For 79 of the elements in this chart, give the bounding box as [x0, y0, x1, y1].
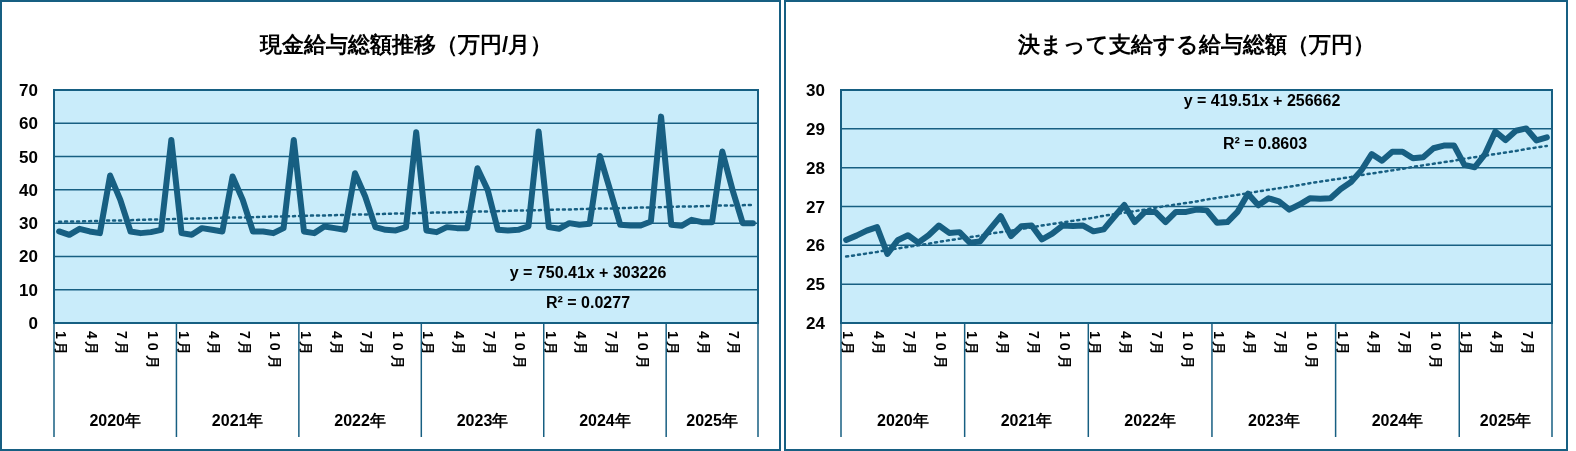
x-tick-label: 1月: [53, 331, 70, 357]
text: 2021年: [211, 412, 264, 429]
x-tick-label: 7月: [359, 331, 376, 357]
x-tick-label: 1月: [1334, 331, 1351, 357]
x-tick-label: 10月: [267, 331, 284, 373]
chart-title: 決まって支給する給与総額（万円）: [1017, 32, 1375, 57]
x-tick-label: 10月: [389, 331, 406, 373]
y-tick-label: 30: [806, 81, 825, 100]
text: 2023年: [1247, 412, 1300, 429]
x-tick-label: 1月: [1211, 331, 1228, 357]
x-tick-label: 4月: [573, 331, 590, 357]
text: 2021年: [1000, 412, 1053, 429]
text: 2025年: [1479, 412, 1532, 429]
y-tick-label: 10: [19, 280, 38, 300]
x-tick-label: 7月: [1272, 331, 1289, 357]
annotation: R² = 0.8603: [1222, 135, 1308, 152]
chart-title: 現金給与総額推移（万円/月）: [258, 32, 553, 57]
x-tick-label: 4月: [83, 331, 100, 357]
x-tick-label: 4月: [1365, 331, 1382, 357]
x-tick-label: 4月: [994, 331, 1011, 357]
y-tick-label: 26: [806, 236, 825, 256]
y-tick-label: 60: [19, 114, 38, 134]
y-tick-label: 27: [806, 197, 825, 217]
x-tick-label: 4月: [695, 331, 712, 357]
y-tick-label: 28: [806, 158, 825, 178]
y-tick-label: 25: [806, 275, 825, 295]
y-tick-label: 40: [19, 180, 38, 200]
y-tick-label: 30: [19, 214, 38, 234]
x-tick-label: 4月: [206, 331, 223, 357]
x-tick-label: 7月: [1396, 331, 1413, 357]
x-tick-label: 4月: [1489, 331, 1506, 357]
x-tick-label: 7月: [604, 331, 621, 357]
x-tick-label: 1月: [963, 331, 980, 357]
x-tick-label: 10月: [1303, 331, 1320, 373]
y-tick-label: 29: [806, 119, 825, 139]
x-tick-label: 4月: [328, 331, 345, 357]
x-tick-label: 4月: [1242, 331, 1259, 357]
x-tick-label: 7月: [1520, 331, 1537, 357]
text: 2023年: [456, 412, 509, 429]
text: 2024年: [579, 412, 631, 429]
x-tick-label: 7月: [726, 331, 743, 357]
x-tick-label: 7月: [1149, 331, 1166, 357]
x-tick-label: 4月: [871, 331, 888, 357]
y-tick-label: 20: [19, 247, 38, 267]
annotation: y = 419.51x + 256662: [1183, 92, 1341, 109]
x-tick-label: 7月: [114, 331, 131, 357]
text: 2020年: [89, 412, 142, 429]
y-tick-label: 70: [19, 81, 38, 100]
x-tick-label: 1月: [1458, 331, 1475, 357]
x-tick-label: 7月: [481, 331, 498, 357]
annotation: y = 750.41x + 303226: [509, 264, 667, 281]
text: 2024年: [1371, 412, 1424, 429]
x-tick-label: 10月: [932, 331, 949, 373]
y-tick-label: 24: [806, 314, 826, 333]
y-tick-label: 0: [28, 314, 38, 333]
x-tick-label: 1月: [297, 331, 314, 357]
x-tick-label: 7月: [236, 331, 253, 357]
text: 2022年: [334, 412, 386, 429]
x-tick-label: 10月: [512, 331, 529, 373]
text: 2020年: [877, 412, 929, 429]
x-tick-label: 10月: [144, 331, 161, 373]
x-tick-label: 1月: [840, 331, 857, 357]
x-tick-label: 7月: [901, 331, 918, 357]
x-tick-label: 10月: [1056, 331, 1073, 373]
x-tick-label: 10月: [1427, 331, 1444, 373]
x-tick-label: 1月: [175, 331, 192, 357]
x-tick-label: 10月: [634, 331, 651, 373]
x-tick-label: 1月: [542, 331, 559, 357]
x-tick-label: 4月: [1118, 331, 1135, 357]
x-tick-label: 10月: [1180, 331, 1197, 373]
x-tick-label: 1月: [420, 331, 437, 357]
x-tick-label: 7月: [1025, 331, 1042, 357]
annotation: R² = 0.0277: [545, 294, 631, 311]
text: 2022年: [1124, 412, 1176, 429]
y-tick-label: 50: [19, 147, 38, 167]
x-tick-label: 1月: [1087, 331, 1104, 357]
text: 2025年: [686, 412, 738, 429]
x-tick-label: 1月: [665, 331, 682, 357]
x-tick-label: 4月: [451, 331, 468, 357]
